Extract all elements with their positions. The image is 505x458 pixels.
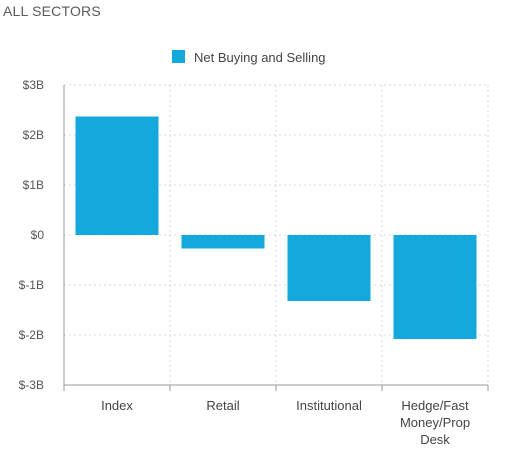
bar-retail[interactable] bbox=[181, 235, 265, 249]
x-category-label: Institutional bbox=[296, 398, 362, 413]
y-tick-label: $3B bbox=[23, 78, 44, 92]
chart-legend[interactable]: Net Buying and Selling bbox=[172, 50, 326, 65]
x-category-label-line: Money/Prop bbox=[400, 415, 470, 430]
x-category-label: Index bbox=[101, 398, 133, 413]
x-category-label-line: Retail bbox=[206, 398, 239, 413]
bar-institutional[interactable] bbox=[287, 235, 371, 301]
x-axis-labels: Index Retail Institutional Hedge/Fast Money/… bbox=[101, 398, 470, 447]
x-category-label-line: Index bbox=[101, 398, 133, 413]
bar-hedge-fast-money-prop-desk[interactable] bbox=[393, 235, 477, 339]
bar-series bbox=[75, 116, 477, 339]
y-tick-label: $-1B bbox=[19, 278, 44, 292]
legend-label: Net Buying and Selling bbox=[194, 50, 326, 65]
x-category-label-line: Institutional bbox=[296, 398, 362, 413]
y-tick-label: $0 bbox=[31, 228, 45, 242]
x-category-label-line: Hedge/Fast bbox=[401, 398, 469, 413]
y-tick-label: $-3B bbox=[19, 378, 44, 392]
x-axis bbox=[63, 85, 489, 391]
bar-index[interactable] bbox=[75, 116, 159, 236]
y-tick-label: $-2B bbox=[19, 328, 44, 342]
y-tick-label: $1B bbox=[23, 178, 44, 192]
x-category-label-line: Desk bbox=[420, 432, 450, 447]
legend-swatch bbox=[172, 50, 185, 63]
page-title: ALL SECTORS bbox=[3, 3, 101, 19]
x-category-label: Retail bbox=[206, 398, 239, 413]
y-axis-ticks: $3B $2B $1B $0 $-1B $-2B $-3B bbox=[19, 78, 45, 392]
x-category-label: Hedge/Fast Money/Prop Desk bbox=[400, 398, 470, 447]
y-tick-label: $2B bbox=[23, 128, 44, 142]
